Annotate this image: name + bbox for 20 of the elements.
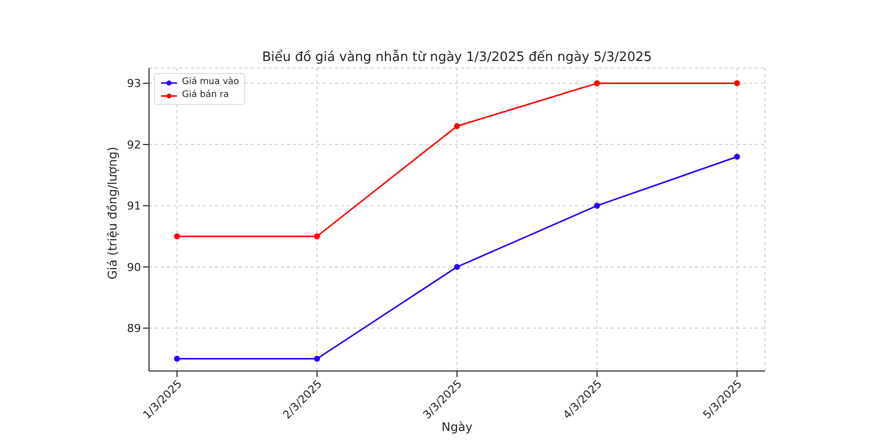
point [594, 202, 600, 209]
legend-label: Giá bán ra [182, 89, 229, 102]
point [594, 80, 600, 86]
y-tick-label: 91 [127, 200, 141, 213]
y-tick-label: 90 [127, 260, 141, 274]
legend-label: Giá mua vào [182, 76, 240, 89]
point [454, 123, 460, 130]
point [734, 80, 740, 86]
point [314, 356, 320, 362]
point [174, 233, 180, 240]
chart-title: Biểu đồ giá vàng nhẫn từ ngày 1/3/2025 đến ngày 5/3/2025 [261, 50, 653, 65]
y-tick-label: 92 [127, 138, 141, 152]
point [174, 356, 180, 362]
x-axis-title: Ngày [441, 420, 473, 434]
y-tick-label: 93 [127, 77, 141, 90]
point [454, 264, 460, 270]
point [734, 154, 740, 160]
y-axis-title: Giá (triệu đồng/lượng) [105, 146, 120, 280]
y-tick-label: 89 [127, 322, 141, 336]
point [314, 233, 320, 240]
